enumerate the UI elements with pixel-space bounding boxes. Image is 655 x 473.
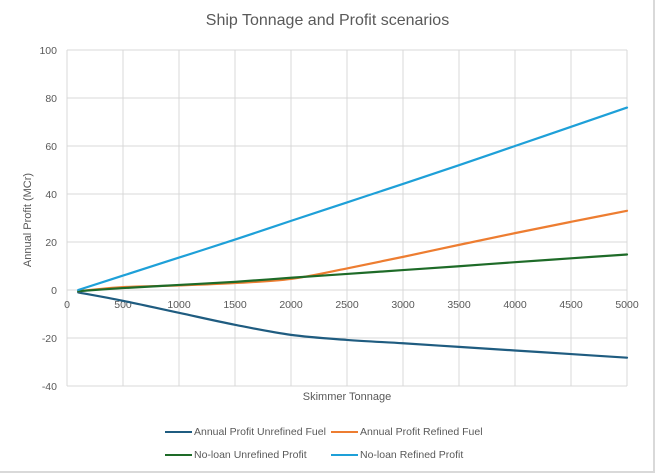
y-tick-label: 40 — [45, 189, 57, 201]
legend-swatch — [331, 453, 358, 457]
x-tick-label: 3000 — [391, 299, 415, 311]
x-tick-label: 2000 — [279, 299, 303, 311]
y-tick-label: 20 — [45, 237, 57, 249]
y-tick-label: 0 — [51, 285, 57, 297]
y-tick-label: 60 — [45, 141, 57, 153]
legend-swatch — [165, 430, 192, 434]
x-tick-label: 4000 — [503, 299, 527, 311]
y-tick-label: -40 — [42, 381, 57, 393]
legend-item-noloan-refined: No-loan Refined Profit — [331, 449, 463, 461]
y-tick-label: 80 — [45, 93, 57, 105]
legend-item-noloan-unrefined: No-loan Unrefined Profit — [165, 449, 307, 461]
series-line-3 — [77, 106, 629, 292]
chart-title: Ship Tonnage and Profit scenarios — [205, 12, 450, 29]
legend-item-refined: Annual Profit Refined Fuel — [331, 426, 483, 438]
x-tick-label: 1000 — [167, 299, 191, 311]
legend-label: Annual Profit Unrefined Fuel — [194, 426, 326, 438]
series-line-1 — [77, 209, 629, 293]
x-axis-label: Skimmer Tonnage — [302, 391, 392, 403]
legend-swatch — [331, 430, 358, 434]
legend-item-unrefined: Annual Profit Unrefined Fuel — [165, 426, 326, 438]
series-line-2 — [77, 253, 629, 293]
x-tick-label: 0 — [64, 299, 70, 311]
x-tick-label: 2500 — [335, 299, 359, 311]
legend-label: No-loan Refined Profit — [360, 449, 464, 461]
y-tick-label: -20 — [42, 333, 57, 345]
x-tick-label: 1500 — [223, 299, 247, 311]
legend-label: No-loan Unrefined Profit — [194, 449, 307, 461]
x-tick-label: 3500 — [447, 299, 471, 311]
x-tick-label: 4500 — [559, 299, 583, 311]
y-tick-label: 100 — [39, 45, 57, 57]
legend-label: Annual Profit Refined Fuel — [360, 426, 483, 438]
legend-swatch — [165, 453, 192, 457]
x-tick-label: 5000 — [615, 299, 639, 311]
